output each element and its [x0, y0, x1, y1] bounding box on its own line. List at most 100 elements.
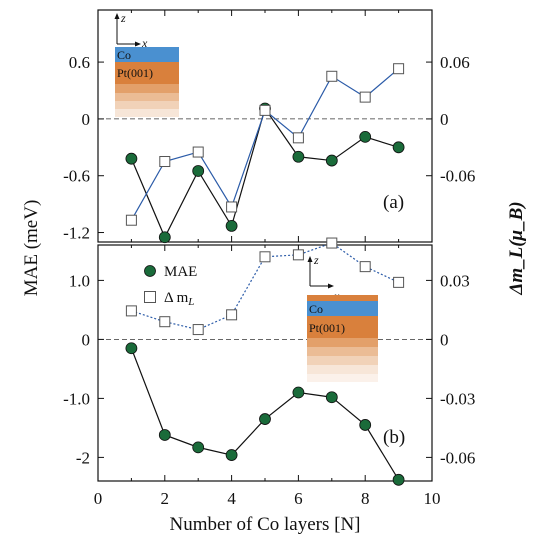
panel-a-inset: z x Co Pt(001) [114, 11, 179, 117]
panel-b-mae-point-3 [225, 449, 238, 461]
panel-a-dm-point-8 [393, 63, 405, 75]
legend-dm-label-main: Δ m [164, 290, 189, 306]
x-tick-label-1: 2 [161, 489, 170, 508]
inset-a-pt-layer-5 [115, 109, 179, 117]
inset-a-pt-layer [115, 62, 179, 84]
panel-a-mae-point-2 [192, 165, 205, 177]
inset-a-x-arrow-icon [135, 41, 141, 47]
panel-b-dm-point-8 [393, 276, 405, 288]
panel-a-mae-point-5 [292, 150, 305, 163]
inset-b-pt-top-layer [307, 295, 378, 301]
inset-b-pt-layer [307, 316, 378, 338]
inset-b-x-arrow-icon [328, 283, 334, 289]
panel-b-right-tick-label-1: 0 [440, 330, 449, 349]
panel-a-dm-point-3 [226, 201, 238, 213]
panel-a-dm-point-7 [359, 91, 371, 103]
x-tick-label-0: 0 [94, 489, 103, 508]
inset-b-pt-layer-6 [307, 374, 378, 382]
x-axis-title: Number of Co layers [N] [169, 514, 360, 535]
x-tick-label-4: 8 [361, 489, 370, 508]
inset-b-co-layer [307, 301, 378, 316]
panel-a-dm-point-1 [159, 156, 171, 168]
y-axis-left-title: MAE (meV) [21, 200, 42, 297]
panel-b-mae-point-2 [192, 441, 205, 454]
inset-b-pt-layer-3 [307, 347, 378, 356]
panel-b-mae-point-8 [392, 473, 405, 486]
panel-a-dm-point-5 [292, 132, 304, 144]
panel-b-dm-point-6 [326, 237, 338, 249]
panel-b-left-tick-label-0: 1.0 [69, 271, 90, 290]
panel-b-dm-point-7 [359, 261, 371, 273]
panel-a-mae-point-0 [125, 152, 138, 165]
tick-layer: 0.6 0 -0.6 -1.2 0.06 0 -0.06 1.0 0 -1.0 -2 0.03 0 -0.… [63, 10, 475, 508]
inset-b-pt-layer-2 [307, 338, 378, 347]
x-tick-label-2: 4 [227, 489, 236, 508]
panel-a-mae-point-3 [225, 220, 238, 232]
panel-a-left-tick-label-2: -0.6 [63, 167, 90, 186]
y-axis-right-title: Δm_L(μ_B) [506, 201, 527, 295]
inset-a-pt-label: Pt(001) [117, 66, 153, 80]
inset-b-pt-layer-5 [307, 365, 378, 374]
panel-b-inset: z x Co Pt(001) [307, 253, 378, 382]
legend-mae-label: MAE [164, 264, 197, 280]
panel-b-dm-point-4 [259, 251, 271, 263]
panel-b-mae-point-1 [158, 429, 171, 441]
legend-dm-label-sub: L [187, 296, 194, 308]
panel-a-label: (a) [383, 192, 404, 213]
panel-b-mae-point-7 [359, 419, 372, 431]
inset-a-pt-layer-3 [115, 93, 179, 101]
panel-b-label: (b) [383, 427, 405, 448]
panel-a-dm-point-6 [326, 70, 338, 82]
inset-b-z-arrow-icon [307, 256, 313, 262]
panel-b-left-tick-label-2: -1.0 [63, 389, 90, 408]
panel-b-dm-point-2 [192, 324, 204, 336]
legend-dm-marker [144, 291, 156, 303]
panel-a-left-tick-label-1: 0 [82, 110, 91, 129]
legend-dm-label: Δ mL [164, 290, 194, 308]
panel-b-right-tick-label-3: -0.06 [440, 448, 475, 467]
panel-a-series-0-line [130, 107, 399, 239]
panel-b-mae-point-0 [125, 342, 138, 355]
panel-a-dm-point-4 [259, 104, 271, 116]
legend: MAE Δ mL [144, 264, 197, 308]
panel-b-dm-point-0 [125, 305, 137, 317]
panel-b-mae-point-6 [325, 391, 338, 404]
inset-a-co-layer [115, 47, 179, 62]
panel-b-mae-point-4 [259, 413, 271, 425]
inset-b-co-label: Co [309, 302, 323, 316]
series-layer [125, 63, 405, 486]
panel-b-dm-point-3 [226, 309, 238, 321]
panel-a-frame [97, 9, 433, 243]
panel-b-right-tick-label-2: -0.03 [440, 389, 475, 408]
panel-a-mae-point-1 [158, 231, 171, 244]
x-tick-label-5: 10 [424, 489, 441, 508]
panel-a-right-tick-label-1: 0 [440, 110, 449, 129]
panel-b-mae-point-5 [292, 386, 305, 399]
panel-b-left-tick-label-1: 0 [82, 330, 91, 349]
panel-a-dm-point-0 [125, 214, 137, 226]
inset-a-x-label: x [141, 36, 148, 50]
panel-a-dm-point-2 [192, 146, 204, 158]
x-tick-label-3: 6 [294, 489, 303, 508]
panel-b-dm-point-1 [159, 316, 171, 328]
inset-a-co-label: Co [117, 48, 131, 62]
inset-b-pt-layer-4 [307, 356, 378, 365]
panel-a-left-tick-label-3: -1.2 [63, 224, 90, 243]
panel-a-left-tick-label-0: 0.6 [69, 53, 90, 72]
panel-a-right-tick-label-0: 0.06 [440, 53, 470, 72]
panel-a-mae-point-8 [392, 141, 405, 154]
panel-a-right-tick-label-2: -0.06 [440, 167, 475, 186]
inset-a-pt-layer-2 [115, 84, 179, 93]
legend-mae-marker [144, 265, 156, 277]
panel-b-right-tick-label-0: 0.03 [440, 271, 470, 290]
inset-a-z-label: z [120, 11, 126, 25]
inset-b-pt-label: Pt(001) [309, 321, 345, 335]
panel-b-left-tick-label-3: -2 [76, 448, 90, 467]
panel-a-mae-point-6 [325, 154, 338, 167]
inset-a-z-arrow-icon [114, 13, 120, 19]
panel-b-dm-point-5 [292, 249, 304, 261]
inset-b-z-label: z [313, 253, 319, 267]
panel-b-frame [97, 244, 433, 482]
panel-a-mae-point-7 [359, 130, 372, 143]
